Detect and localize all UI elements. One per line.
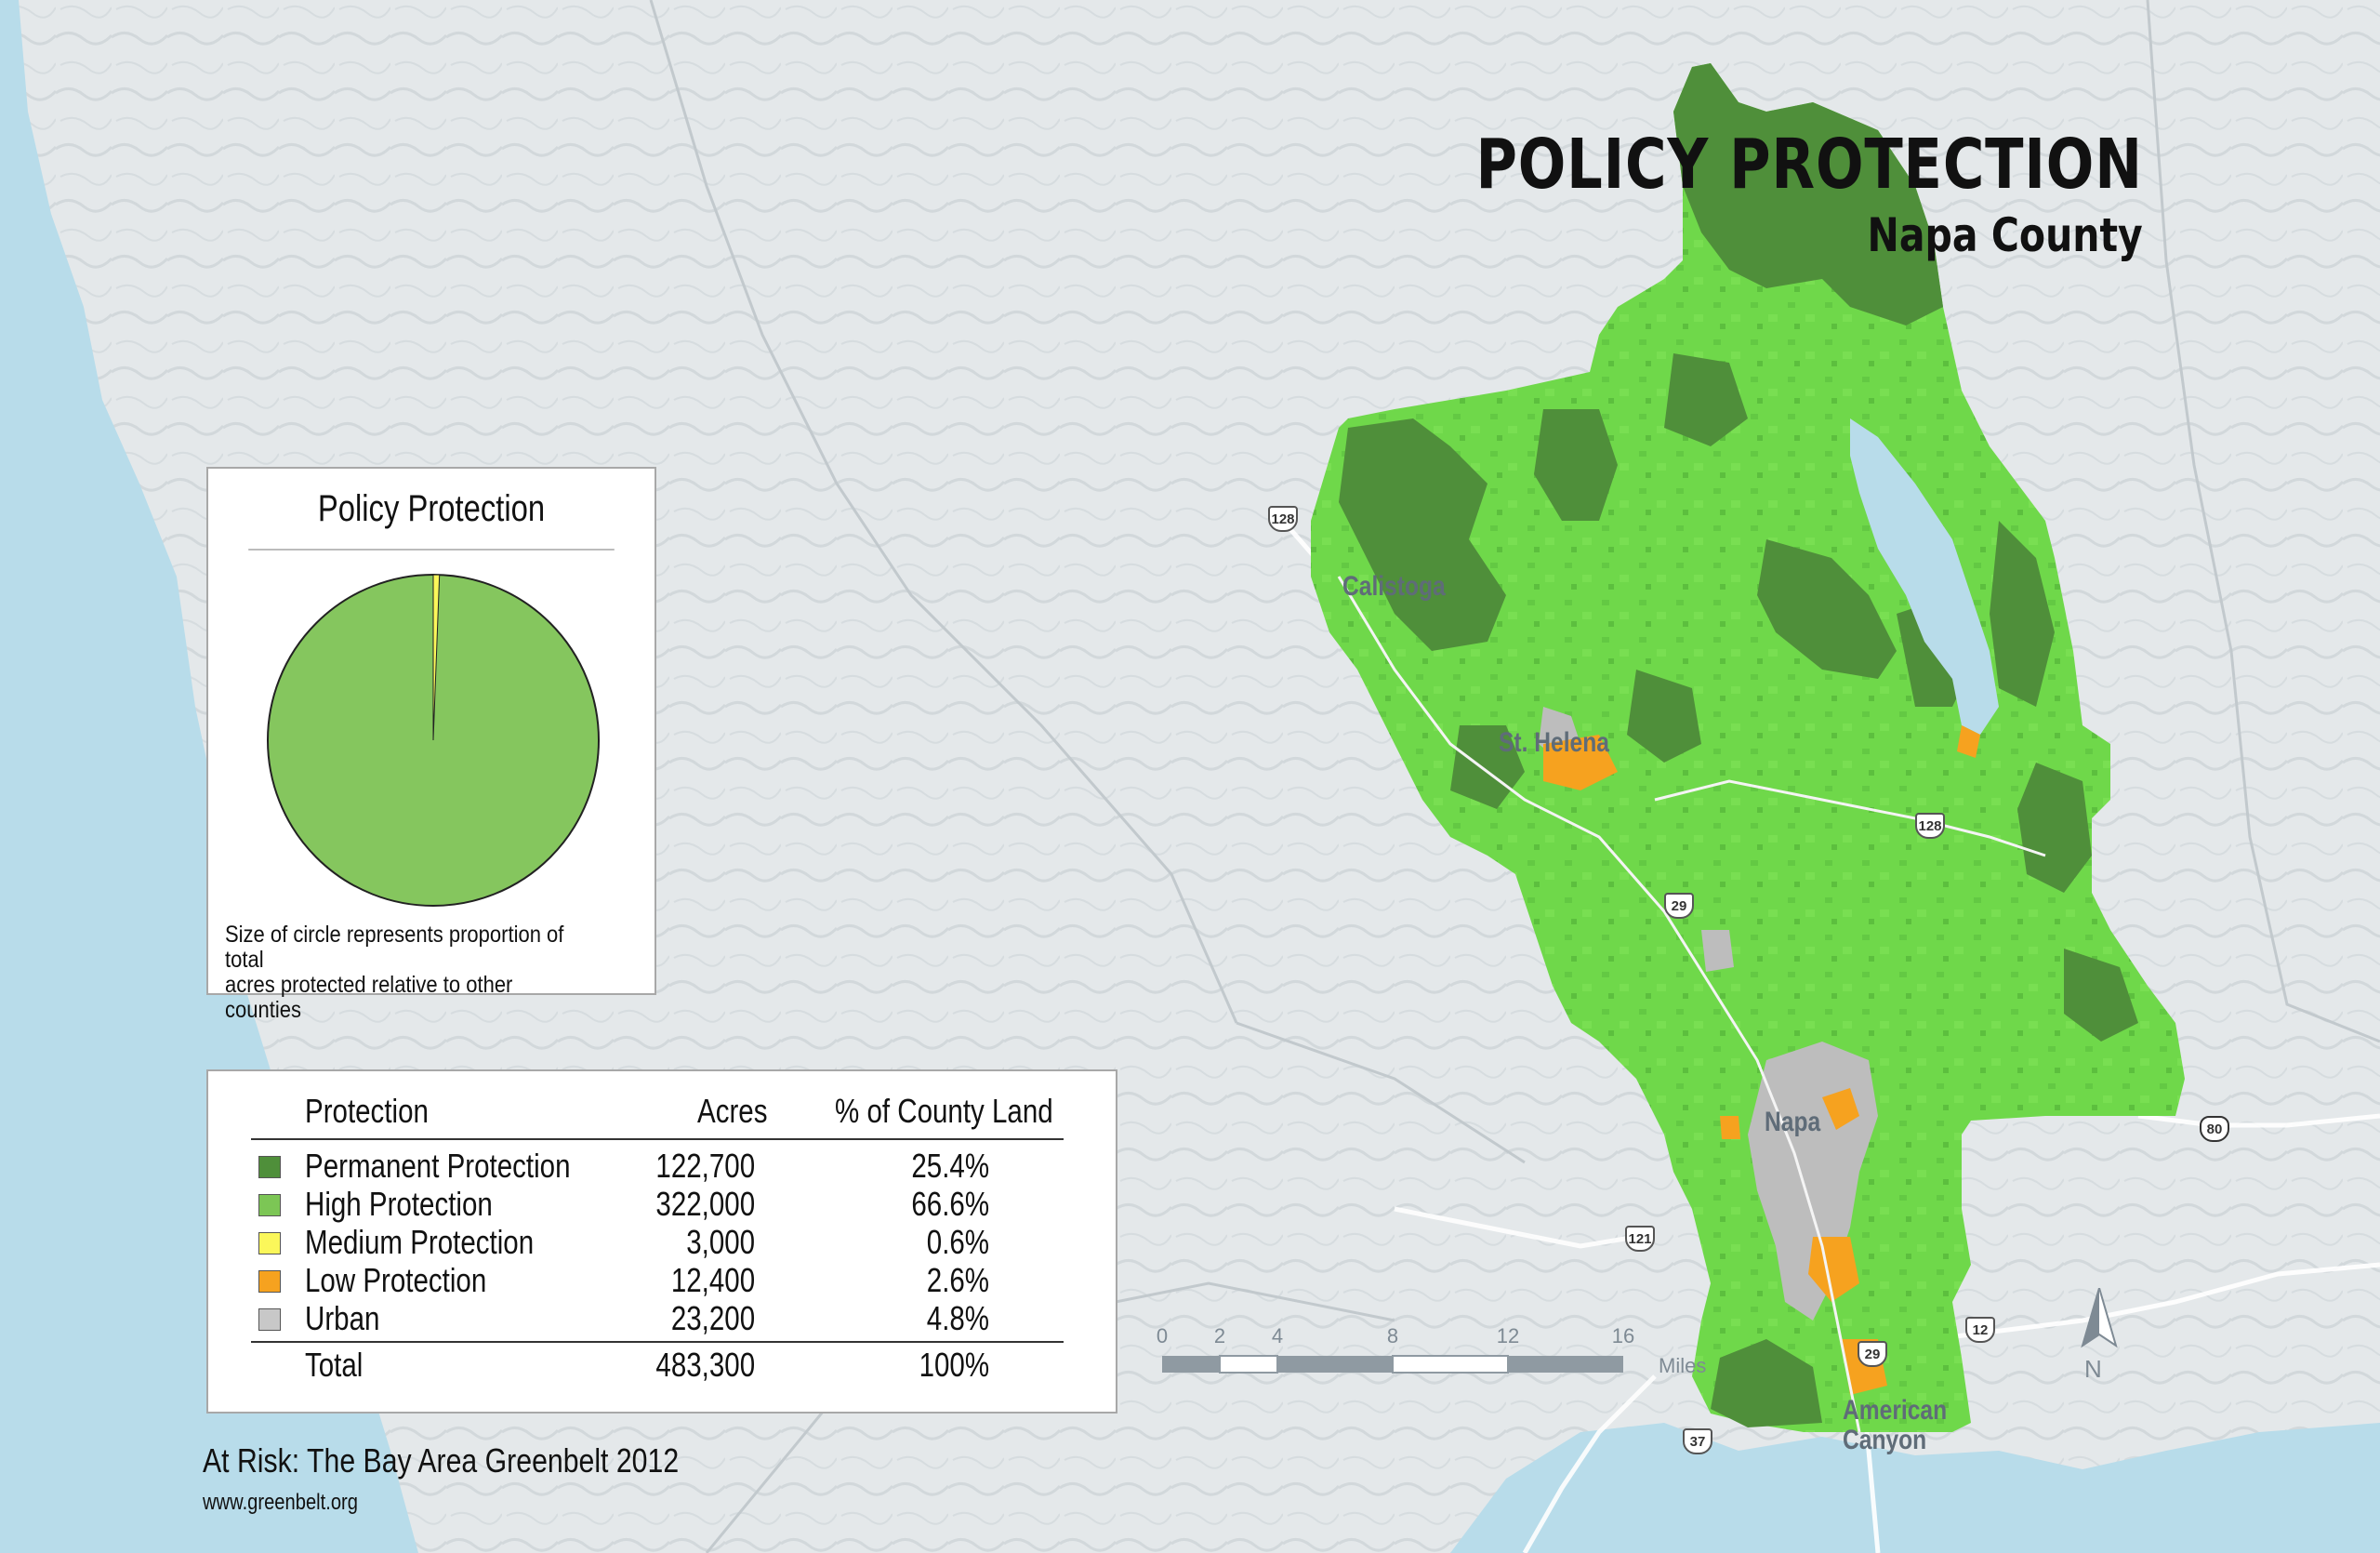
map-title: POLICY PROTECTION (1475, 125, 2143, 205)
legend-header-pct: % of County Land (835, 1092, 1053, 1130)
route-shield-12: 12 (1965, 1317, 1995, 1343)
pie-chart-note: Size of circle represents proportion of … (225, 923, 593, 1023)
legend-swatch (258, 1308, 281, 1331)
legend-swatch (258, 1232, 281, 1254)
route-shield-29: 29 (1664, 893, 1694, 919)
legend-label: Low Protection (305, 1261, 487, 1299)
legend-label: High Protection (305, 1185, 493, 1223)
legend-label: Medium Protection (305, 1223, 535, 1261)
scale-tick-label: 8 (1386, 1324, 1399, 1347)
legend-table: Protection Acres % of County Land Perman… (206, 1069, 1117, 1414)
bay (1450, 1423, 2380, 1553)
credit-text: At Risk: The Bay Area Greenbelt 2012 (203, 1441, 680, 1480)
legend-header-protection: Protection (305, 1092, 429, 1130)
legend-row-urban: Urban 23,200 4.8% (208, 1300, 1119, 1337)
scale-tick-label: 2 (1213, 1324, 1226, 1347)
scale-tick-label: 12 (1496, 1324, 1520, 1347)
pie-slice-medium-protection (432, 574, 441, 741)
legend-acres: 23,200 (670, 1299, 755, 1337)
legend-pct: 0.6% (926, 1223, 989, 1261)
route-shield-128: 128 (1915, 813, 1945, 839)
place-label-american-canyon-line2: Canyon (1843, 1425, 1927, 1455)
pie-chart (267, 574, 600, 907)
legend-swatch (258, 1270, 281, 1293)
scale-tick-label: 4 (1271, 1324, 1284, 1347)
legend-acres: 122,700 (655, 1147, 755, 1185)
place-label-napa: Napa (1765, 1107, 1821, 1137)
legend-acres: 3,000 (686, 1223, 755, 1261)
legend-header-acres: Acres (697, 1092, 768, 1130)
legend-pct: 2.6% (926, 1261, 989, 1299)
pie-chart-title: Policy Protection (248, 469, 615, 551)
legend-acres: 322,000 (655, 1185, 755, 1223)
scale-bar (1162, 1355, 1623, 1374)
legend-pct: 25.4% (911, 1147, 989, 1185)
legend-label: Permanent Protection (305, 1147, 571, 1185)
north-arrow-icon (2081, 1284, 2118, 1348)
napa-county-landcover (1311, 63, 2185, 1433)
legend-pct: 4.8% (926, 1299, 989, 1337)
legend-divider (251, 1138, 1064, 1140)
place-label-st-helena: St. Helena (1499, 727, 1609, 758)
legend-swatch (258, 1156, 281, 1178)
credit-url: www.greenbelt.org (203, 1490, 358, 1515)
map-title-block: POLICY PROTECTION Napa County (1476, 130, 2143, 259)
route-shield-29: 29 (1858, 1341, 1887, 1367)
legend-row-medium: Medium Protection 3,000 0.6% (208, 1224, 1119, 1261)
scale-tick-label: 16 (1611, 1324, 1635, 1347)
route-shield-128: 128 (1268, 506, 1298, 532)
legend-total-label: Total (305, 1346, 364, 1384)
place-label-american-canyon-line1: American (1843, 1395, 1948, 1426)
legend-pct: 66.6% (911, 1185, 989, 1223)
legend-label: Urban (305, 1299, 380, 1337)
scale-unit-label: Miles (1659, 1354, 1707, 1377)
pie-note-line-1: Size of circle represents proportion of … (225, 922, 564, 973)
legend-total-acres: 483,300 (655, 1346, 755, 1384)
north-arrow: N (2081, 1284, 2118, 1383)
legend-total-pct: 100% (919, 1346, 989, 1384)
legend-row-permanent: Permanent Protection 122,700 25.4% (208, 1148, 1119, 1185)
route-shield-121: 121 (1625, 1226, 1655, 1252)
map-subtitle: Napa County (1867, 208, 2143, 262)
scale-tick-label: 0 (1156, 1324, 1169, 1347)
north-label: N (2084, 1355, 2102, 1383)
pie-chart-panel: Policy Protection Size of circle represe… (206, 467, 656, 1023)
interstate-shield-80: 80 (2200, 1116, 2229, 1142)
pie-note-line-2: acres protected relative to other counti… (225, 972, 513, 1023)
place-label-calistoga: Calistoga (1342, 571, 1446, 602)
route-shield-37: 37 (1683, 1428, 1712, 1454)
legend-row-low: Low Protection 12,400 2.6% (208, 1262, 1119, 1299)
legend-acres: 12,400 (670, 1261, 755, 1299)
legend-swatch (258, 1194, 281, 1216)
legend-divider (251, 1341, 1064, 1343)
legend-row-total: Total 483,300 100% (208, 1347, 1119, 1384)
legend-row-high: High Protection 322,000 66.6% (208, 1186, 1119, 1223)
